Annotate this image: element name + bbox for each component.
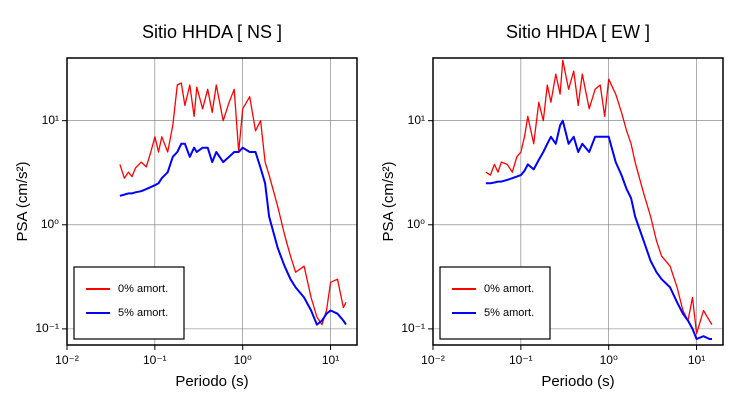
- legend-box: [439, 266, 551, 340]
- x-axis-label: Periodo (s): [175, 373, 248, 390]
- x-tick-label: 10⁻²: [55, 353, 79, 367]
- legend-label: 5% amort.: [118, 307, 168, 319]
- legend-label: 5% amort.: [484, 307, 534, 319]
- y-axis-label: PSA (cm/s²): [14, 161, 31, 241]
- legend-label: 0% amort.: [118, 283, 168, 295]
- y-tick-label: 10¹: [408, 113, 425, 127]
- chart-title: Sitio HHDA [ NS ]: [142, 22, 282, 42]
- series-line: [119, 142, 347, 326]
- legend-label: 0% amort.: [484, 283, 534, 295]
- x-tick-label: 10⁰: [234, 353, 252, 367]
- series-line: [119, 82, 347, 326]
- chart: Sitio HHDA [ NS ] Periodo (s) PSA (cm/s²) 1…: [14, 22, 358, 390]
- y-tick-label: 10⁰: [407, 217, 425, 231]
- chart: Sitio HHDA [ EW ] Periodo (s) PSA (cm/s²) 1…: [380, 22, 724, 390]
- x-tick-label: 10⁰: [600, 353, 618, 367]
- y-axis-label: PSA (cm/s²): [380, 161, 397, 241]
- series-line: [485, 119, 712, 340]
- x-tick-label: 10¹: [688, 353, 705, 367]
- x-tick-label: 10¹: [322, 353, 339, 367]
- x-tick-label: 10⁻¹: [509, 353, 533, 367]
- plot-frame: [432, 57, 724, 346]
- y-tick-label: 10⁻¹: [35, 321, 59, 335]
- x-tick-label: 10⁻²: [421, 353, 445, 367]
- y-tick-label: 10⁰: [41, 217, 59, 231]
- y-tick-label: 10¹: [42, 113, 59, 127]
- legend-box: [73, 266, 185, 340]
- chart-title: Sitio HHDA [ EW ]: [506, 22, 650, 42]
- plot-frame: [66, 57, 358, 346]
- series-line: [485, 59, 713, 335]
- x-tick-label: 10⁻¹: [143, 353, 167, 367]
- y-tick-label: 10⁻¹: [401, 321, 425, 335]
- x-axis-label: Periodo (s): [541, 373, 614, 390]
